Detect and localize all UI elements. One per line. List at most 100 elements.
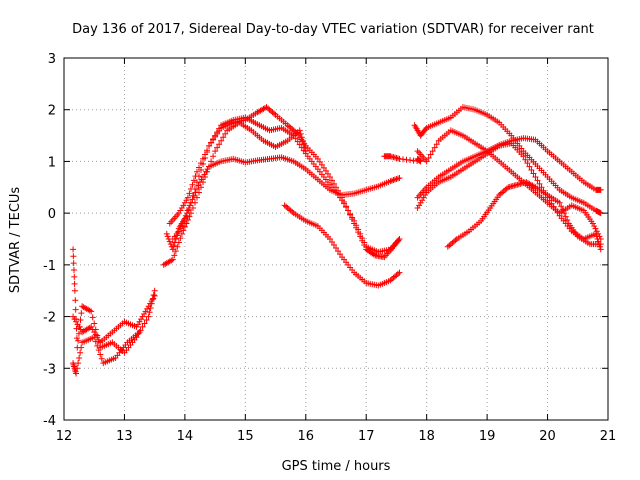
data-point xyxy=(591,223,598,230)
y-tick-labels: -4 -3 -2 -1 0 1 2 3 xyxy=(43,52,56,429)
data-point xyxy=(347,211,354,218)
data-point xyxy=(171,252,178,259)
data-point xyxy=(341,198,348,205)
data-point xyxy=(94,342,101,349)
data-point xyxy=(349,216,356,223)
data-point xyxy=(145,313,152,320)
data-point xyxy=(536,180,543,187)
data-point xyxy=(318,161,325,168)
data-point xyxy=(294,138,301,145)
data-point xyxy=(297,130,304,137)
data-point xyxy=(556,199,563,206)
series-track-i xyxy=(411,104,604,217)
data-point xyxy=(72,297,79,304)
y-tick-label: -2 xyxy=(43,311,56,326)
series-track-k xyxy=(414,140,604,253)
data-point xyxy=(345,207,352,214)
data-point xyxy=(357,233,364,240)
data-point xyxy=(178,230,185,237)
data-point xyxy=(184,194,191,201)
data-point xyxy=(391,176,398,183)
data-point xyxy=(337,251,344,258)
data-point xyxy=(177,235,184,242)
data-point xyxy=(222,130,229,137)
data-point xyxy=(92,338,99,345)
data-point xyxy=(559,206,566,213)
data-point xyxy=(396,269,403,276)
data-point xyxy=(78,310,85,317)
data-point xyxy=(169,246,176,253)
data-point xyxy=(149,296,156,303)
data-point xyxy=(300,141,307,148)
data-point xyxy=(210,136,217,143)
data-point xyxy=(184,207,191,214)
x-tick-label: 20 xyxy=(539,429,556,444)
x-tick-label: 21 xyxy=(600,429,617,444)
series-track-d xyxy=(163,154,403,253)
x-tick-label: 14 xyxy=(177,429,194,444)
data-point xyxy=(534,177,541,184)
data-point xyxy=(183,220,190,227)
data-point xyxy=(214,130,221,137)
data-point xyxy=(589,220,596,227)
series-track-f xyxy=(169,104,403,261)
data-point xyxy=(381,153,388,160)
y-tick-label: 0 xyxy=(48,207,56,222)
data-point xyxy=(210,153,217,160)
data-point xyxy=(74,365,81,372)
data-point xyxy=(333,184,339,191)
data-point xyxy=(422,126,429,133)
data-point xyxy=(343,203,350,210)
data-point xyxy=(202,173,209,180)
x-axis-label: GPS time / hours xyxy=(282,459,391,474)
data-point xyxy=(351,220,358,227)
data-point xyxy=(151,292,158,299)
data-point xyxy=(186,190,193,197)
data-point xyxy=(184,217,191,224)
data-point xyxy=(151,287,158,294)
data-point xyxy=(328,177,335,184)
data-point xyxy=(88,308,95,315)
data-point xyxy=(139,323,146,330)
data-point xyxy=(316,158,323,165)
x-tick-label: 18 xyxy=(418,429,435,444)
data-point xyxy=(191,186,198,193)
x-tick-label: 13 xyxy=(116,429,133,444)
data-point xyxy=(333,245,339,252)
data-point xyxy=(353,224,360,231)
data-point xyxy=(593,228,600,235)
data-point xyxy=(202,154,209,161)
data-point xyxy=(77,317,84,324)
data-point xyxy=(75,330,82,337)
data-point xyxy=(214,144,221,151)
data-point xyxy=(393,176,400,183)
data-point xyxy=(212,133,219,140)
series-track-b xyxy=(70,246,158,356)
x-tick-label: 12 xyxy=(56,429,73,444)
data-point xyxy=(522,156,529,163)
data-point xyxy=(330,180,337,187)
data-point xyxy=(301,144,308,151)
data-point xyxy=(216,127,223,134)
data-point xyxy=(200,161,207,168)
data-point xyxy=(73,370,80,377)
data-point xyxy=(423,158,430,165)
data-point xyxy=(314,155,321,162)
y-tick-label: 3 xyxy=(48,52,56,67)
data-point xyxy=(186,202,193,209)
data-point xyxy=(433,141,440,148)
data-point xyxy=(355,229,362,236)
series-track-h xyxy=(281,202,403,289)
data-point xyxy=(73,335,80,342)
data-point xyxy=(396,174,403,181)
data-point xyxy=(95,347,102,354)
data-point xyxy=(94,332,101,339)
data-point xyxy=(592,225,599,232)
data-point xyxy=(91,320,98,327)
data-point xyxy=(76,354,83,361)
data-point xyxy=(530,170,537,177)
grid-layer xyxy=(64,58,608,420)
data-point xyxy=(396,236,403,242)
data-point xyxy=(195,189,202,196)
data-point xyxy=(597,241,604,248)
